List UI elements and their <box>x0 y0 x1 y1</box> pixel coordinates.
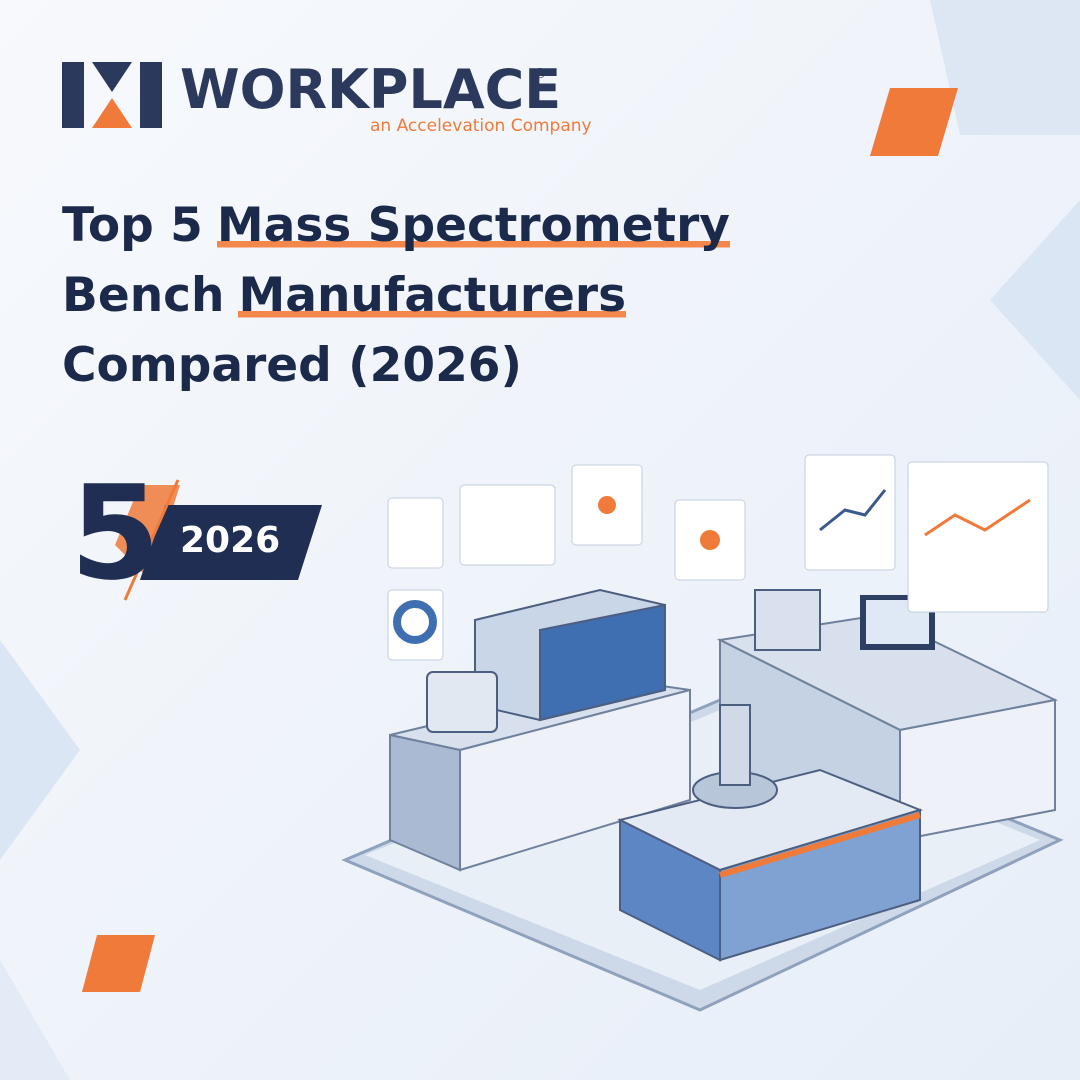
decor-shape <box>990 200 1080 400</box>
panel <box>387 497 444 569</box>
title-text: Top 5 <box>62 198 203 253</box>
decor-shape <box>930 0 1080 135</box>
logo-shape <box>92 62 132 92</box>
panel-graphic <box>393 600 437 644</box>
logo-bar <box>62 62 84 128</box>
panel-graphic <box>700 530 720 550</box>
badge-number: 5 <box>70 457 161 609</box>
panel <box>907 461 1049 613</box>
title-text: Bench <box>62 268 225 323</box>
reactor-column <box>719 704 751 786</box>
panel <box>459 484 556 566</box>
lab-illustration <box>341 454 1064 1012</box>
panel-graphic <box>598 496 616 514</box>
island-trim <box>719 812 921 878</box>
title-line: Top 5 Mass Spectrometry <box>62 196 730 256</box>
badge-shapes <box>115 479 322 601</box>
panel-graphic <box>819 489 887 532</box>
instrument-panel <box>539 603 666 722</box>
logo-icon <box>62 62 162 128</box>
title-highlight: Manufacturers <box>238 268 627 323</box>
badge-banner <box>140 505 322 580</box>
decor-shape <box>870 88 958 156</box>
logo-tagline: an Accelevation Company <box>370 116 592 136</box>
decor-shape <box>82 935 155 992</box>
panel-graphic <box>924 498 1031 537</box>
title-line: Compared (2026) <box>62 336 522 396</box>
logo-shape <box>92 98 132 128</box>
badge-year: 2026 <box>180 520 281 561</box>
title-text: Compared (2026) <box>62 338 522 393</box>
logo-bar <box>140 62 162 128</box>
bench-front <box>459 688 691 872</box>
decor-shape <box>0 960 70 1080</box>
instrument <box>754 589 821 651</box>
logo-name: WORKPLACE <box>180 58 562 121</box>
title-line: Bench Manufacturers <box>62 266 627 326</box>
title-highlight: Mass Spectrometry <box>216 198 730 253</box>
logo-mark: ® <box>533 66 547 82</box>
badge-stroke <box>123 479 180 601</box>
island-front <box>719 808 921 962</box>
decor-shape <box>0 640 80 860</box>
instrument <box>426 671 498 733</box>
